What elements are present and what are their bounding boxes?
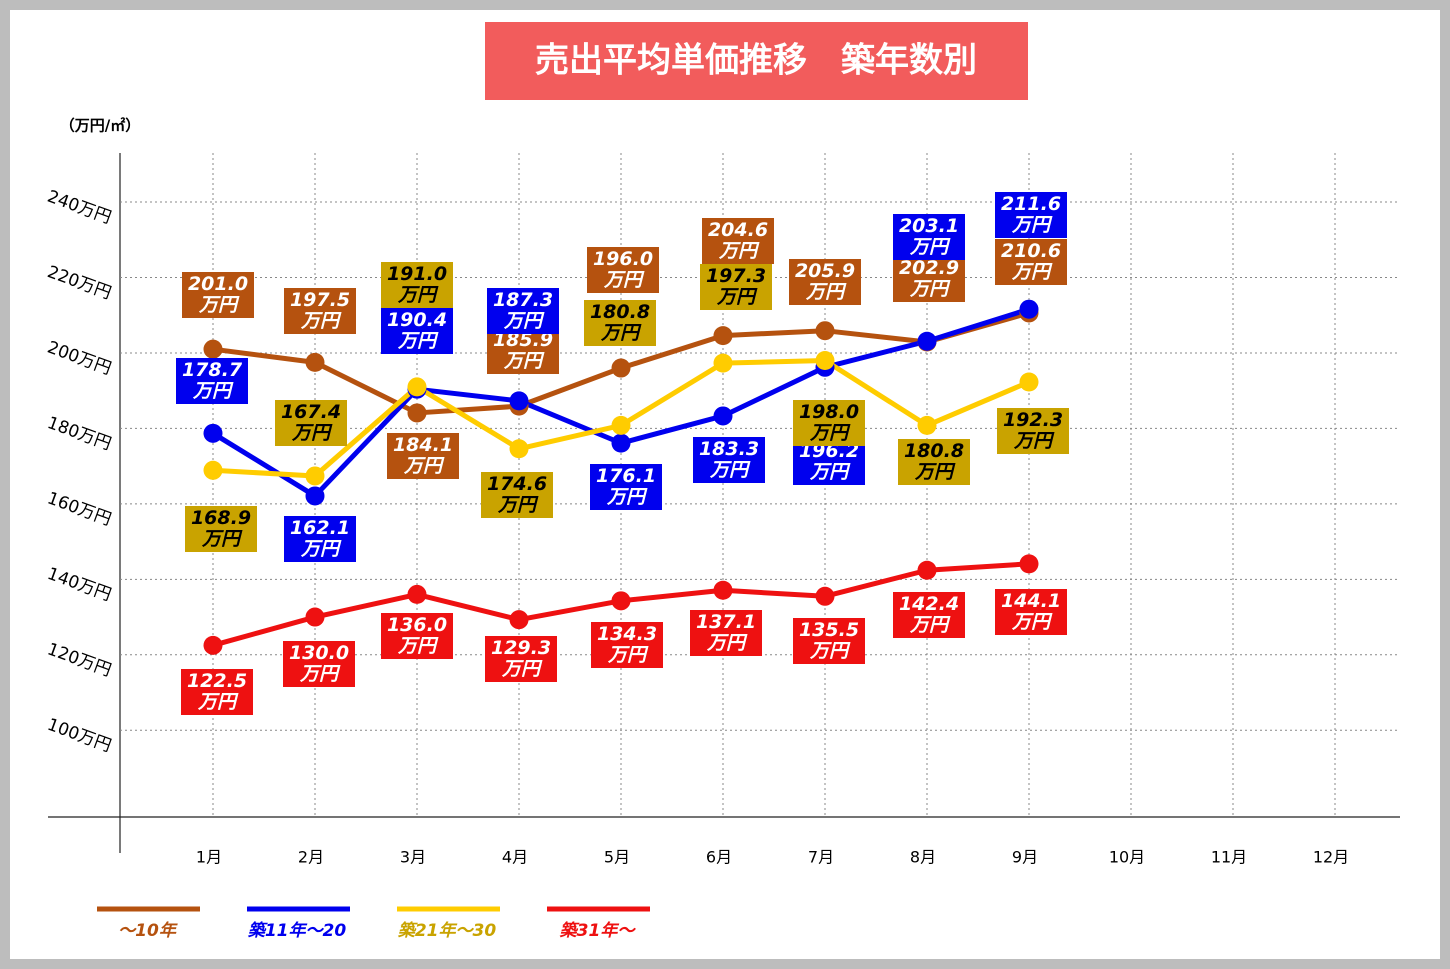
value-label: 192.3万円 (997, 408, 1069, 454)
x-tick-label: 8月 (910, 848, 936, 867)
data-point (611, 433, 631, 453)
value-label: 142.4万円 (893, 592, 965, 639)
data-point (1019, 554, 1039, 574)
data-point (815, 321, 835, 341)
value-label: 167.4万円 (275, 399, 347, 446)
value-label: 180.8万円 (898, 439, 970, 486)
title-box (485, 22, 1028, 100)
value-label: 174.6万円 (481, 471, 553, 518)
value-label: 137.1万円 (690, 610, 762, 657)
value-label: 210.6万円 (995, 238, 1067, 285)
value-label: 197.5万円 (284, 288, 356, 335)
data-point (815, 586, 835, 606)
value-label: 202.9万円 (893, 256, 965, 302)
value-label: 201.0万円 (182, 272, 254, 319)
value-label: 187.3万円 (487, 287, 559, 334)
data-point (917, 415, 937, 435)
value-label: 196.0万円 (587, 247, 659, 294)
x-tick-label: 9月 (1012, 848, 1038, 867)
value-label: 197.3万円 (700, 264, 772, 311)
legend-label: 築31年～ (560, 921, 637, 941)
y-axis-label: （万円/㎡） (60, 117, 140, 135)
x-tick-label: 4月 (502, 848, 528, 867)
data-point (917, 331, 937, 351)
data-point (407, 584, 427, 604)
value-label: 176.1万円 (590, 464, 662, 511)
legend-label: 築11年～20 (248, 921, 346, 941)
data-point (509, 610, 529, 630)
value-label: 168.9万円 (185, 506, 257, 553)
value-label: 129.3万円 (485, 635, 557, 682)
value-label: 204.6万円 (702, 217, 774, 264)
data-point (203, 635, 223, 655)
value-label: 130.0万円 (283, 641, 355, 688)
data-point (203, 339, 223, 359)
data-point (305, 466, 325, 486)
x-tick-label: 7月 (808, 848, 834, 867)
value-label: 162.1万円 (284, 515, 356, 562)
legend-label: ～10年 (118, 921, 178, 941)
data-point (407, 377, 427, 397)
value-label: 183.3万円 (693, 436, 765, 483)
data-point (305, 352, 325, 372)
x-tick-label: 11月 (1211, 848, 1247, 867)
value-label: 180.8万円 (584, 300, 656, 347)
data-point (1019, 372, 1039, 392)
x-tick-label: 1月 (196, 848, 222, 867)
x-tick-label: 12月 (1313, 848, 1349, 867)
value-label: 211.6万円 (995, 192, 1067, 239)
data-point (203, 423, 223, 443)
x-tick-label: 6月 (706, 848, 732, 867)
data-point (305, 607, 325, 627)
value-label: 190.4万円 (381, 308, 453, 355)
data-point (509, 439, 529, 459)
data-point (713, 580, 733, 600)
data-point (815, 351, 835, 370)
value-label: 185.9万円 (487, 328, 559, 375)
data-point (713, 406, 733, 426)
data-point (305, 486, 325, 506)
value-label: 203.1万円 (893, 214, 965, 261)
value-label: 134.3万円 (591, 621, 663, 668)
x-tick-label: 2月 (298, 848, 324, 867)
value-label: 178.7万円 (176, 358, 248, 405)
value-label: 196.2万円 (793, 439, 865, 486)
value-label: 144.1万円 (995, 588, 1067, 635)
value-label: 135.5万円 (793, 618, 865, 665)
value-label: 122.5万円 (181, 669, 253, 716)
x-tick-label: 10月 (1109, 848, 1145, 867)
value-label: 191.0万円 (381, 261, 453, 308)
value-label: 136.0万円 (381, 613, 453, 660)
data-point (509, 391, 529, 411)
value-label: 205.9万円 (789, 258, 861, 305)
legend-label: 築21年～30 (398, 921, 496, 941)
value-label: 184.1万円 (387, 432, 459, 479)
data-point (917, 560, 937, 580)
data-point (611, 358, 631, 378)
data-point (203, 460, 223, 480)
data-point (407, 403, 427, 423)
data-point (713, 326, 733, 346)
data-point (1019, 299, 1039, 319)
data-point (611, 591, 631, 611)
x-tick-label: 5月 (604, 848, 630, 867)
x-tick-label: 3月 (400, 848, 426, 867)
chart-title: 売出平均単価推移 築年数別 (535, 41, 977, 81)
data-point (713, 353, 733, 373)
data-point (611, 415, 631, 435)
value-label: 198.0万円 (793, 399, 865, 446)
